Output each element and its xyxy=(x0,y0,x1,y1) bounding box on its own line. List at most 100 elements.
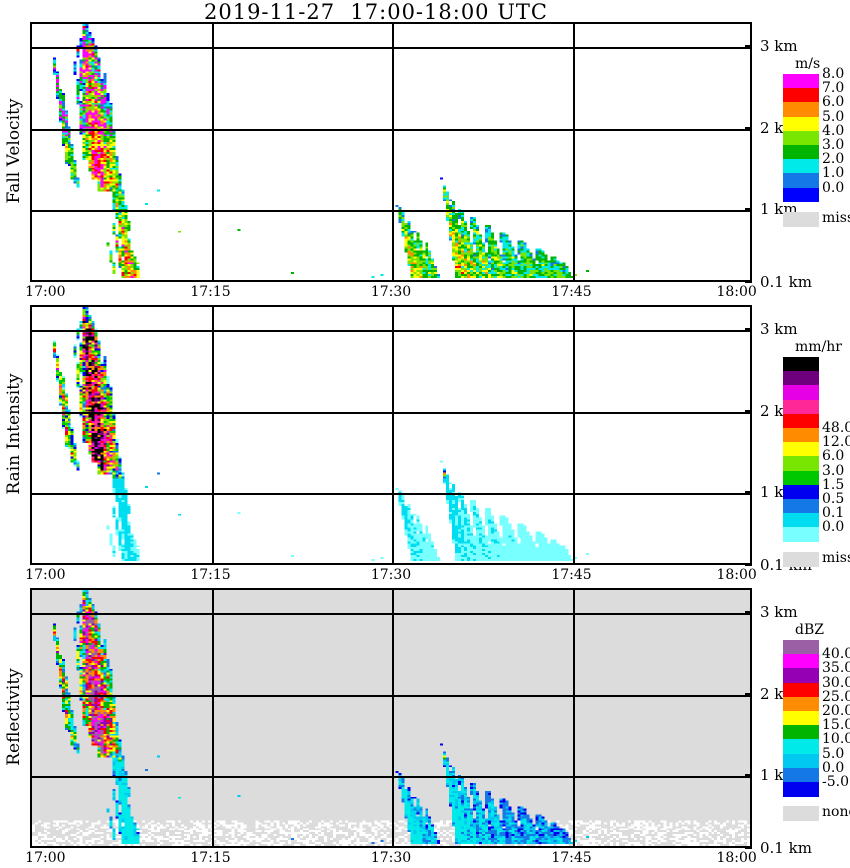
colorbar-swatch xyxy=(783,74,819,89)
x-tick-label: 17:45 xyxy=(551,284,592,300)
y-tick-mark xyxy=(745,281,752,283)
gridline-vertical xyxy=(211,307,214,563)
colorbar-missing-label: miss xyxy=(822,209,850,226)
y-tick-label: 3 km xyxy=(760,320,798,339)
x-tick-label: 17:45 xyxy=(551,850,592,866)
colorbar-tick-label: 4.0 xyxy=(822,122,845,139)
y-tick-mark xyxy=(745,692,752,695)
colorbar-tick-label: 0.1 xyxy=(822,505,845,522)
colorbar-swatch xyxy=(783,88,819,103)
x-tick-label: 17:15 xyxy=(190,567,231,583)
gridline-vertical xyxy=(392,307,394,563)
colorbar-tick-label: 35.0 xyxy=(822,660,850,677)
colorbar-tick-label: 3.0 xyxy=(822,137,845,153)
colorbar-swatch xyxy=(783,513,819,528)
colorbar-tick-label: 1.5 xyxy=(822,476,845,493)
y-tick-mark xyxy=(745,207,752,210)
colorbar-swatch xyxy=(783,711,819,726)
plot-area-2 xyxy=(30,305,752,565)
colorbar-swatch xyxy=(783,668,819,684)
gridline-vertical xyxy=(211,590,214,846)
colorbar-swatch xyxy=(783,527,819,543)
y-tick-mark xyxy=(745,126,752,129)
radar-data-canvas-1 xyxy=(32,24,750,280)
colorbar-tick-label: 8.0 xyxy=(822,66,845,82)
colorbar-tick-label: 0.5 xyxy=(822,491,845,507)
y-tick-mark xyxy=(745,847,752,849)
colorbar-swatch xyxy=(783,767,819,783)
colorbar-swatch xyxy=(783,145,819,160)
colorbar-tick-label: 10.0 xyxy=(822,731,850,748)
panel-label-fall-velocity: Fall Velocity xyxy=(4,98,24,204)
x-tick-label: 17:15 xyxy=(190,850,231,866)
colorbar-swatch xyxy=(783,456,819,472)
x-tick-label: 17:30 xyxy=(370,567,412,583)
colorbar-tick-label: 25.0 xyxy=(822,688,850,705)
colorbar-swatch xyxy=(783,428,819,443)
x-tick-label: 17:45 xyxy=(551,567,592,583)
gridline-horizontal xyxy=(32,209,750,212)
colorbar-tick-label: 40.0 xyxy=(822,646,850,663)
colorbar-swatch xyxy=(783,782,819,797)
y-tick-mark xyxy=(745,45,752,48)
gridline-horizontal xyxy=(32,492,750,495)
x-tick-label: 18:00 xyxy=(716,850,757,866)
y-tick-mark xyxy=(745,328,752,331)
y-tick-mark xyxy=(745,564,752,566)
colorbar-swatch xyxy=(783,484,819,500)
x-tick-label: 17:00 xyxy=(25,567,66,583)
colorbar-tick-label: 0.0 xyxy=(822,179,845,196)
colorbar-tick-label: 6.0 xyxy=(822,448,845,465)
y-tick-mark xyxy=(745,409,752,412)
gridline-horizontal xyxy=(32,694,750,697)
gridline-horizontal xyxy=(32,128,750,131)
plot-area-3 xyxy=(30,588,752,848)
y-tick-mark xyxy=(745,773,752,776)
gridline-horizontal xyxy=(32,613,750,616)
figure-title: 2019-11-27 17:00-18:00 UTC xyxy=(203,0,548,24)
colorbar-swatch xyxy=(783,682,819,698)
colorbar-tick-label: 30.0 xyxy=(822,674,850,691)
colorbar-tick-label: 6.0 xyxy=(822,94,845,111)
colorbar-tick-label: 20.0 xyxy=(822,703,850,719)
colorbar-swatch xyxy=(783,357,819,372)
x-tick-label: 17:30 xyxy=(370,284,412,300)
colorbar-swatch xyxy=(783,130,819,146)
x-tick-label: 17:00 xyxy=(25,850,66,866)
plot-area-1 xyxy=(30,22,752,282)
x-tick-label: 18:00 xyxy=(716,567,757,583)
colorbar-unit-1: m/s xyxy=(795,56,821,72)
colorbar-tick-label: 0.0 xyxy=(822,759,845,776)
colorbar-swatch xyxy=(783,116,819,132)
colorbar-swatch xyxy=(783,654,819,669)
colorbar-missing-swatch xyxy=(783,806,819,822)
colorbar-swatch xyxy=(783,371,819,386)
gridline-vertical xyxy=(572,590,575,846)
colorbar-swatch xyxy=(783,385,819,401)
gridline-vertical xyxy=(392,24,394,280)
colorbar-tick-label: 0.0 xyxy=(822,519,845,536)
gridline-vertical xyxy=(392,590,394,846)
gridline-vertical xyxy=(211,24,214,280)
x-tick-label: 17:15 xyxy=(190,284,231,300)
colorbar-unit-3: dBZ xyxy=(795,622,824,638)
y-tick-label: 3 km xyxy=(760,603,798,622)
radar-data-canvas-3 xyxy=(32,590,750,846)
colorbar-swatch xyxy=(783,725,819,740)
gridline-horizontal xyxy=(32,775,750,778)
colorbar-swatch xyxy=(783,413,819,429)
colorbar-missing-label: miss xyxy=(822,549,850,566)
colorbar-swatch xyxy=(783,173,819,189)
colorbar-tick-label: 12.0 xyxy=(822,434,850,451)
colorbar-tick-label: -5.0 xyxy=(822,774,849,790)
x-tick-label: 18:00 xyxy=(716,284,757,300)
colorbar-tick-label: 2.0 xyxy=(822,151,845,168)
radar-data-canvas-2 xyxy=(32,307,750,563)
colorbar-tick-label: 5.0 xyxy=(822,108,845,125)
panel-label-rain-intensity: Rain Intensity xyxy=(4,373,24,495)
colorbar-tick-label: 3.0 xyxy=(822,462,845,479)
colorbar-swatch xyxy=(783,102,819,118)
colorbar-missing-swatch xyxy=(783,551,819,567)
colorbar-missing-label: none xyxy=(822,804,850,821)
